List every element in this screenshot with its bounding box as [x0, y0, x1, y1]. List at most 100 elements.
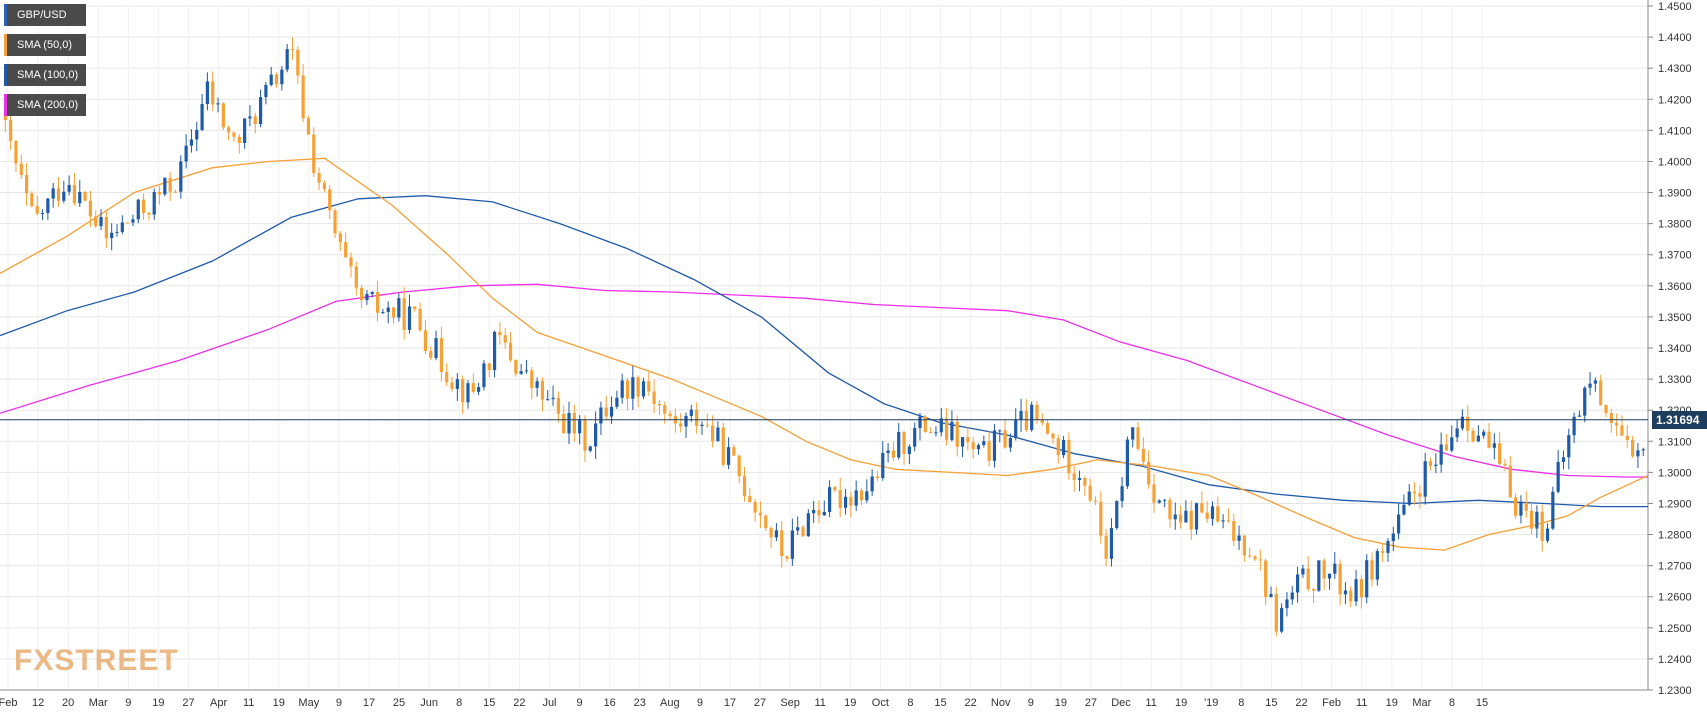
- candle-body: [290, 49, 295, 51]
- candle-body: [1184, 510, 1188, 523]
- candle-body: [1131, 427, 1135, 440]
- candle-body: [1609, 413, 1613, 423]
- candle-body: [838, 490, 842, 508]
- current-price-tag: 1.31694: [1652, 411, 1707, 429]
- candle-body: [237, 136, 241, 144]
- y-tick-label: 1.4200: [1658, 94, 1692, 106]
- legend-item-gbpusd[interactable]: GBP/USD: [4, 4, 87, 26]
- candle-body: [1434, 464, 1438, 466]
- candle-body: [477, 387, 481, 392]
- candle-body: [1503, 463, 1507, 466]
- candle-body: [1163, 499, 1167, 501]
- candle-body: [30, 193, 34, 206]
- x-tick-label: Dec: [1111, 697, 1131, 709]
- candle-body: [578, 419, 582, 434]
- candle-body: [684, 415, 688, 427]
- candle-body: [1498, 443, 1502, 464]
- candle-body: [913, 428, 917, 447]
- candle-body: [1567, 435, 1571, 458]
- candle-body: [232, 132, 236, 137]
- candle-body: [1343, 590, 1348, 595]
- candle-body: [1051, 433, 1055, 439]
- candle-body: [88, 200, 93, 217]
- candle-body: [1322, 560, 1326, 579]
- candle-body: [1083, 478, 1087, 486]
- candle-body: [24, 175, 29, 194]
- candle-body: [891, 450, 896, 458]
- candle-body: [572, 413, 576, 434]
- candle-body: [56, 188, 61, 201]
- candle-body: [1631, 439, 1635, 457]
- y-tick-label: 1.2800: [1658, 530, 1692, 542]
- candle-body: [1620, 425, 1624, 436]
- candle-body: [594, 423, 598, 447]
- x-tick-label: Mar: [89, 697, 108, 709]
- candle-body: [19, 163, 23, 176]
- candle-body: [195, 129, 199, 140]
- x-tick-label: 19: [1175, 697, 1187, 709]
- candle-body: [609, 406, 614, 417]
- candle-body: [157, 191, 162, 195]
- candle-body: [1147, 461, 1151, 485]
- candle-body: [370, 292, 374, 294]
- candle-body: [1306, 568, 1310, 590]
- candle-body: [163, 177, 167, 195]
- candle-body: [540, 381, 545, 400]
- candle-body: [854, 490, 858, 506]
- candle-body: [1014, 419, 1018, 439]
- candle-body: [737, 455, 741, 477]
- candle-body: [200, 104, 204, 130]
- x-tick-label: 15: [1265, 697, 1277, 709]
- candle-body: [1237, 535, 1241, 541]
- legend-item-sma100[interactable]: SMA (100,0): [4, 64, 87, 86]
- candle-body: [306, 118, 311, 135]
- x-tick-label: Sep: [780, 697, 800, 709]
- candle-body: [110, 232, 114, 239]
- candle-body: [141, 199, 146, 213]
- candle-body: [551, 397, 555, 400]
- candle-body: [216, 103, 220, 105]
- x-tick-label: Nov: [991, 697, 1011, 709]
- candle-body: [1529, 510, 1534, 529]
- candle-body: [1157, 500, 1161, 503]
- x-tick-label: 19: [1386, 697, 1398, 709]
- y-tick-label: 1.4400: [1658, 32, 1692, 44]
- candle-body: [1625, 435, 1629, 440]
- x-tick-label: 22: [513, 697, 525, 709]
- candle-body: [668, 413, 672, 417]
- x-tick-label: Aug: [660, 697, 680, 709]
- y-tick-label: 1.4100: [1658, 125, 1692, 137]
- candle-body: [849, 496, 853, 506]
- candle-body: [397, 298, 401, 318]
- candle-body: [923, 416, 927, 433]
- candle-body: [126, 222, 130, 224]
- candle-body: [1141, 448, 1145, 462]
- candle-body: [471, 383, 475, 392]
- candle-body: [1194, 503, 1199, 530]
- candle-body: [833, 487, 837, 491]
- fxstreet-logo: FXSTREET: [14, 644, 179, 677]
- candle-body: [1327, 573, 1332, 579]
- candle-body: [663, 405, 667, 414]
- candle-body: [519, 371, 523, 374]
- candle-body: [1381, 551, 1385, 553]
- candle-body: [1061, 440, 1066, 456]
- candle-body: [221, 103, 225, 128]
- x-tick-label: 9: [697, 697, 703, 709]
- legend-item-sma50[interactable]: SMA (50,0): [4, 34, 87, 56]
- candle-body: [168, 177, 172, 192]
- candle-body: [258, 97, 263, 125]
- sma50-line: [0, 157, 1649, 551]
- x-tick-label: 9: [1028, 697, 1034, 709]
- candle-body: [349, 257, 353, 267]
- candle-body: [94, 216, 98, 227]
- candle-body: [1088, 485, 1092, 501]
- candle-body: [1109, 528, 1114, 559]
- candle-body: [450, 382, 454, 389]
- x-tick-label: 27: [182, 697, 194, 709]
- x-tick-label: Feb: [1322, 697, 1341, 709]
- candle-body: [774, 530, 779, 538]
- legend-item-sma200[interactable]: SMA (200,0): [4, 94, 87, 116]
- candle-body: [1280, 608, 1284, 632]
- candle-body: [1285, 599, 1289, 609]
